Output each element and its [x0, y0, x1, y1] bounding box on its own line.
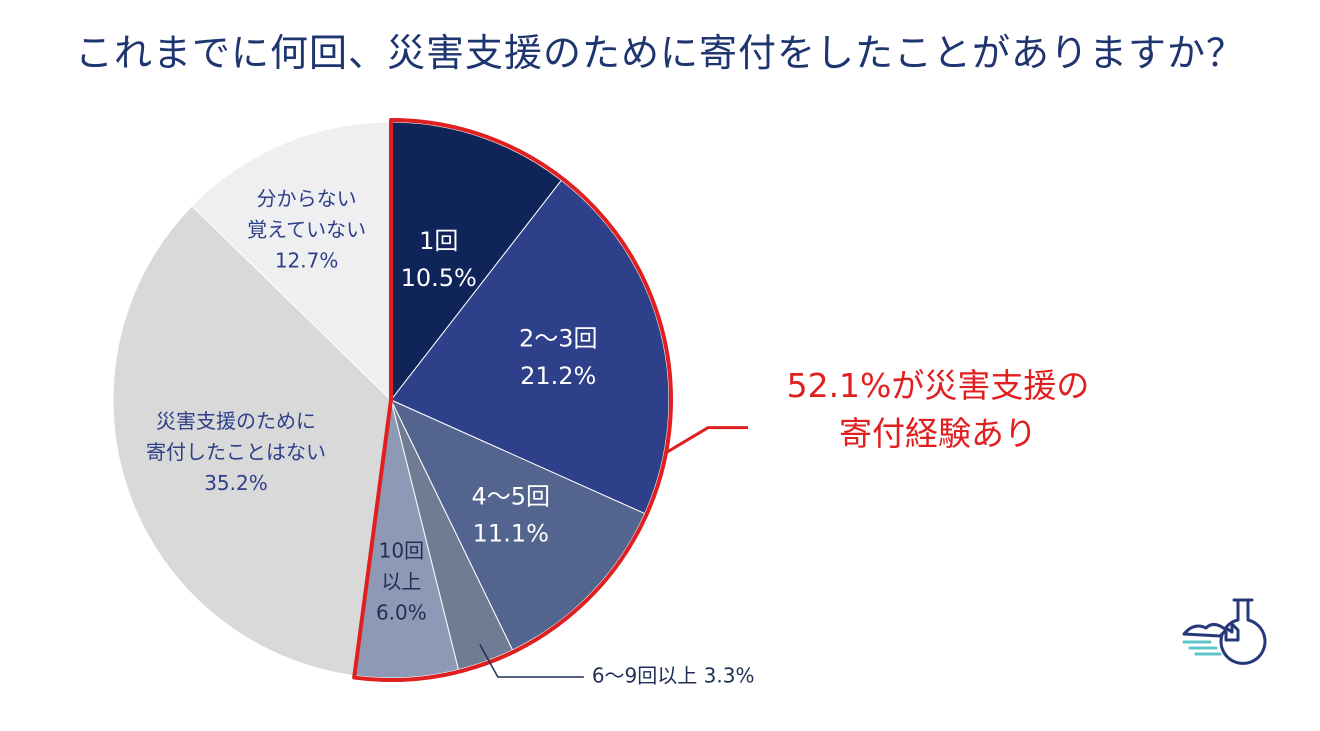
slice-label: 10.5% [401, 264, 477, 292]
slice-label: 6.0% [376, 601, 427, 625]
slice-label: 2〜3回 [519, 325, 598, 353]
slice-label: 12.7% [275, 248, 339, 272]
slice-label: 10回 [379, 539, 424, 563]
pie-slices [112, 121, 670, 679]
highlight-outline [352, 118, 673, 682]
slice-label: 21.2% [520, 362, 596, 390]
callout-line-2: 寄付経験あり [839, 414, 1037, 453]
slice-label: 以上 [381, 570, 421, 594]
callout-text: 52.1%が災害支援の 寄付経験あり [738, 362, 1138, 458]
pie-slice [390, 121, 563, 402]
slice-label-external: 6〜9回以上 3.3% [592, 664, 755, 688]
external-label-line [479, 643, 584, 678]
slice-label: 寄付したことはない [146, 440, 326, 464]
slice-label: 1回 [419, 227, 458, 255]
slice-label: 分からない [257, 186, 357, 210]
slice-label: 4〜5回 [472, 482, 551, 510]
slice-label: 災害支援のために [156, 409, 316, 433]
pie-slice [112, 205, 392, 677]
chart-title: これまでに何回、災害支援のために寄付をしたことがありますか？ [74, 31, 1245, 75]
slice-label: 35.2% [204, 471, 268, 495]
callout-leader-line [665, 426, 749, 454]
pie-slice [191, 121, 392, 402]
pie-slice [390, 179, 670, 515]
pie-slice [389, 398, 646, 651]
slice-label: 11.1% [473, 520, 549, 548]
slice-label: 覚えていない [247, 217, 366, 241]
flask-island-icon [1182, 598, 1267, 665]
callout-line-1: 52.1%が災害支援の [786, 366, 1090, 405]
